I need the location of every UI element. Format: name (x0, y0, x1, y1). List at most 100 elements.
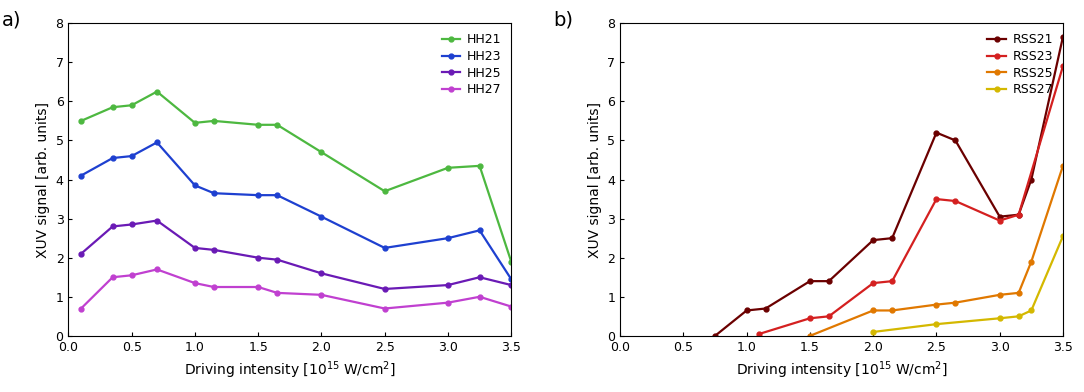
HH21 (315, 150, 328, 154)
Line: HH27: HH27 (79, 267, 514, 311)
Line: RSS21: RSS21 (712, 34, 1066, 338)
RSS21 (1012, 212, 1025, 217)
RSS21 (759, 306, 772, 311)
RSS25 (1057, 163, 1070, 168)
HH23 (441, 236, 454, 241)
HH23 (125, 154, 138, 158)
RSS21 (886, 236, 899, 241)
Legend: RSS21, RSS23, RSS25, RSS27: RSS21, RSS23, RSS25, RSS27 (983, 29, 1057, 100)
RSS27 (867, 330, 880, 334)
HH25 (75, 251, 88, 256)
HH27 (505, 304, 518, 309)
HH23 (189, 183, 202, 188)
RSS21 (709, 334, 722, 338)
RSS25 (886, 308, 899, 313)
HH27 (441, 300, 454, 305)
HH23 (378, 245, 391, 250)
HH23 (207, 191, 220, 196)
RSS27 (1057, 234, 1070, 239)
HH25 (106, 224, 119, 229)
Y-axis label: XUV signal [arb. units]: XUV signal [arb. units] (588, 102, 602, 258)
RSS23 (930, 197, 943, 201)
X-axis label: Driving intensity [$10^{15}$ W/cm$^2$]: Driving intensity [$10^{15}$ W/cm$^2$] (736, 359, 947, 381)
HH27 (106, 275, 119, 279)
RSS27 (930, 322, 943, 327)
HH25 (441, 283, 454, 287)
HH23 (75, 173, 88, 178)
HH25 (271, 257, 284, 262)
RSS23 (993, 218, 1006, 223)
RSS21 (948, 138, 962, 143)
Line: HH23: HH23 (79, 140, 514, 281)
RSS21 (867, 238, 880, 243)
HH27 (251, 285, 264, 289)
RSS21 (1024, 177, 1037, 182)
HH25 (378, 287, 391, 291)
HH23 (106, 156, 119, 160)
HH23 (151, 140, 164, 145)
HH27 (189, 281, 202, 285)
HH27 (271, 290, 284, 295)
RSS27 (1012, 314, 1025, 319)
HH23 (271, 193, 284, 198)
HH23 (505, 277, 518, 281)
RSS23 (1012, 212, 1025, 217)
RSS25 (930, 302, 943, 307)
HH25 (125, 222, 138, 227)
HH21 (125, 103, 138, 108)
Text: b): b) (554, 11, 573, 30)
RSS23 (948, 199, 962, 203)
HH21 (207, 118, 220, 123)
Y-axis label: XUV signal [arb. units]: XUV signal [arb. units] (36, 102, 50, 258)
RSS25 (867, 308, 880, 313)
RSS23 (752, 332, 765, 336)
HH27 (315, 292, 328, 297)
RSS23 (1057, 64, 1070, 69)
HH21 (251, 122, 264, 127)
RSS23 (886, 279, 899, 283)
RSS25 (1012, 290, 1025, 295)
Line: RSS23: RSS23 (757, 64, 1066, 336)
HH25 (207, 247, 220, 252)
HH25 (251, 255, 264, 260)
HH21 (151, 89, 164, 94)
HH21 (271, 122, 284, 127)
Line: RSS25: RSS25 (808, 163, 1066, 338)
Line: HH25: HH25 (79, 218, 514, 291)
RSS25 (1024, 259, 1037, 264)
HH27 (125, 273, 138, 278)
HH25 (505, 283, 518, 287)
RSS21 (740, 308, 753, 313)
HH21 (473, 163, 486, 168)
HH23 (251, 193, 264, 198)
HH21 (378, 189, 391, 194)
HH21 (75, 118, 88, 123)
RSS25 (948, 300, 962, 305)
HH27 (151, 267, 164, 272)
HH27 (473, 294, 486, 299)
Line: HH21: HH21 (79, 89, 514, 264)
HH25 (473, 275, 486, 279)
X-axis label: Driving intensity [$10^{15}$ W/cm$^2$]: Driving intensity [$10^{15}$ W/cm$^2$] (184, 359, 396, 381)
RSS23 (823, 314, 836, 319)
HH25 (315, 271, 328, 276)
RSS23 (803, 316, 816, 321)
HH21 (189, 120, 202, 125)
HH23 (315, 214, 328, 219)
Line: RSS27: RSS27 (870, 234, 1066, 334)
Text: a): a) (2, 11, 22, 30)
HH27 (75, 306, 88, 311)
RSS21 (930, 130, 943, 135)
RSS27 (1024, 308, 1037, 313)
Legend: HH21, HH23, HH25, HH27: HH21, HH23, HH25, HH27 (438, 29, 505, 100)
HH23 (473, 228, 486, 233)
RSS21 (803, 279, 816, 283)
RSS27 (993, 316, 1006, 321)
HH21 (505, 259, 518, 264)
HH25 (189, 245, 202, 250)
HH27 (207, 285, 220, 289)
RSS21 (1057, 34, 1070, 39)
HH21 (441, 165, 454, 170)
HH25 (151, 218, 164, 223)
RSS23 (867, 281, 880, 285)
